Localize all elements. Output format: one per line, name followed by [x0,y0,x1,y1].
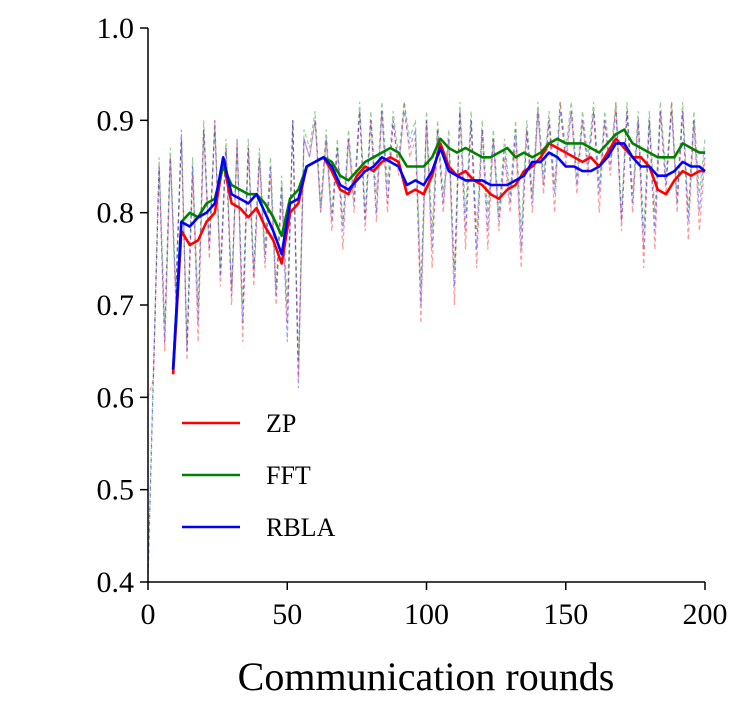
tick-marks: 0 50 100 150 200 0.4 0.5 0.6 0.7 0.8 0.9 1.0 [97,12,728,631]
y-tick-label: 1.0 [97,12,135,45]
legend-label-rbla: RBLA [266,513,336,542]
legend-label-fft: FFT [266,461,311,490]
series-line-rbla [171,142,706,370]
x-tick-label: 100 [404,598,449,631]
legend: ZP FFT RBLA [182,409,336,542]
x-axis-title: Communication rounds [238,654,615,699]
x-tick-label: 150 [543,598,588,631]
series-line-fft-raw [147,101,706,573]
x-tick-label: 200 [683,598,728,631]
raw-series-layer [147,101,706,583]
smoothed-series-layer [171,128,706,375]
series-line-fft [171,128,705,370]
y-tick-label: 0.7 [97,289,135,322]
y-tick-label: 0.9 [97,104,135,137]
y-tick-label: 0.4 [97,566,135,599]
series-line-zp [171,137,705,375]
legend-label-zp: ZP [266,409,296,438]
x-tick-label: 0 [141,598,156,631]
x-tick-label: 50 [272,598,302,631]
y-tick-label: 0.5 [97,474,135,507]
y-tick-label: 0.8 [97,197,135,230]
y-tick-label: 0.6 [97,381,135,414]
